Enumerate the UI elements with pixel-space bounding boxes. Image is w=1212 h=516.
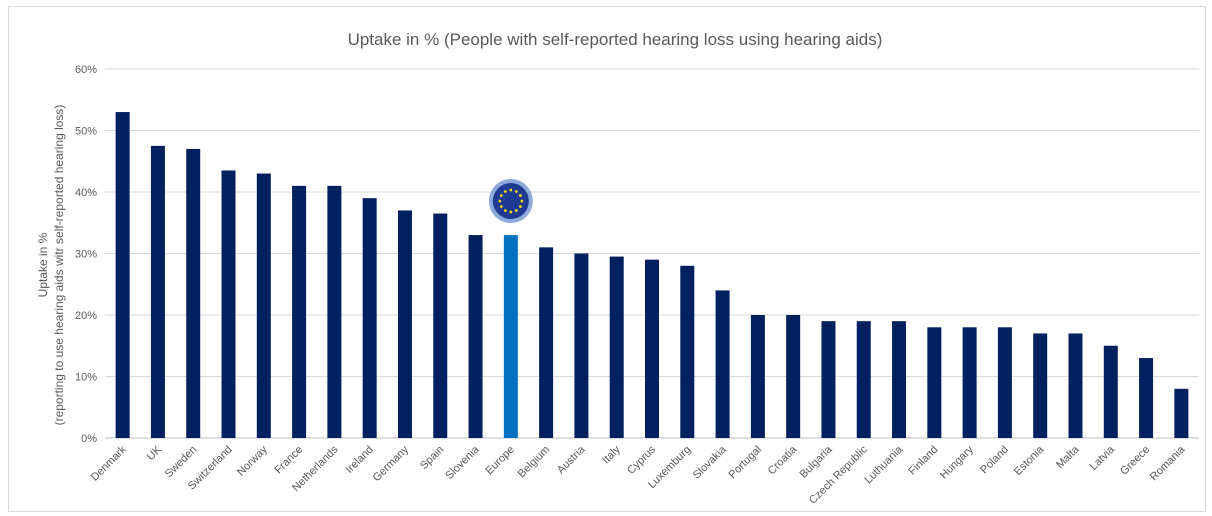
bar-luthuania: [892, 321, 907, 438]
bar-cyprus: [645, 259, 659, 438]
bar-estonia: [1033, 333, 1048, 438]
y-tick-label: 40%: [75, 187, 97, 199]
bar-slovakia: [715, 290, 730, 438]
y-tick-label: 60%: [75, 64, 97, 76]
x-tick-label: Germany: [371, 443, 412, 484]
bars: [115, 112, 1189, 439]
bar-czech-republic: [856, 321, 871, 438]
bar-bulgaria: [821, 321, 836, 438]
bar-luxemburg: [680, 265, 695, 438]
bar-finland: [927, 327, 942, 438]
bar-denmark: [115, 112, 130, 439]
x-tick-label: Belgium: [516, 444, 553, 481]
y-tick-label: 0%: [81, 433, 97, 445]
eu-flag-star: [518, 194, 522, 197]
bar-france: [292, 185, 307, 438]
bar-romania: [1174, 388, 1189, 438]
y-axis-label-line2: (reporting to use hearing aids witr self…: [52, 105, 66, 426]
x-tick-label: Denmark: [89, 443, 129, 483]
x-tick-label: Luthuania: [862, 443, 905, 486]
bar-poland: [997, 327, 1012, 438]
eu-flag-star: [518, 205, 522, 208]
x-tick-label: Slovakia: [691, 443, 730, 482]
eu-flag-star: [503, 190, 507, 193]
x-tick-label: Poland: [978, 444, 1011, 477]
x-tick-label: Italy: [600, 443, 623, 466]
x-tick-label: Cyprus: [625, 443, 658, 476]
x-tick-label: Ireland: [344, 444, 376, 476]
bar-chart: Uptake in % (People with self-reported h…: [36, 30, 1199, 507]
bar-portugal: [750, 315, 765, 438]
eu-flag-star: [503, 209, 507, 212]
eu-flag-star: [499, 194, 503, 197]
y-tick-labels: 0% 10% 20% 30% 40% 50% 60%: [75, 64, 97, 445]
x-tick-label: Greece: [1118, 444, 1152, 478]
eu-flag-star: [514, 209, 518, 212]
bar-malta: [1068, 333, 1083, 438]
x-tick-label: Latvia: [1088, 443, 1118, 473]
bar-switzerland: [221, 170, 236, 438]
x-tick-label: Finland: [906, 444, 940, 478]
y-tick-label: 20%: [75, 310, 97, 322]
bar-italy: [609, 256, 624, 438]
eu-flag-star: [520, 199, 524, 203]
y-tick-label: 10%: [75, 372, 97, 384]
x-tick-label: Portugal: [727, 444, 764, 481]
x-tick-label: Spain: [418, 444, 446, 472]
bar-netherlands: [327, 185, 342, 438]
bar-germany: [397, 210, 412, 438]
bar-uk: [150, 145, 165, 438]
chart-frame: Uptake in % (People with self-reported h…: [8, 6, 1206, 512]
bar-croatia: [786, 315, 801, 438]
bar-austria: [574, 253, 589, 438]
eu-flag-star: [499, 205, 503, 208]
y-tick-label: 50%: [75, 126, 97, 138]
x-tick-label: Romania: [1148, 443, 1188, 483]
bar-spain: [433, 213, 448, 438]
bar-ireland: [362, 198, 377, 438]
bar-norway: [256, 173, 271, 439]
bar-slovenia: [468, 235, 483, 438]
eu-flag-star: [509, 210, 513, 214]
x-tick-label: Europe: [483, 444, 517, 478]
eu-flag-star: [509, 188, 513, 192]
y-axis-label-line1: Uptake in %: [36, 232, 50, 297]
x-tick-label: Croatia: [766, 443, 800, 477]
bar-sweden: [186, 148, 201, 438]
y-axis-label: Uptake in % (reporting to use hearing ai…: [36, 105, 66, 426]
bar-hungary: [962, 327, 977, 438]
eu-flag-star: [498, 199, 502, 203]
x-tick-label: Hungary: [938, 443, 976, 481]
x-tick-label: Norway: [235, 443, 270, 478]
eu-flag-icon: [488, 179, 533, 224]
eu-flag-star: [514, 190, 518, 193]
eu-flag-icon-disc: [492, 183, 529, 220]
x-tick-label: Estonia: [1012, 443, 1047, 478]
bar-greece: [1139, 358, 1154, 438]
x-tick-label: Slovenia: [443, 443, 482, 482]
x-tick-label: Malta: [1054, 443, 1082, 471]
y-tick-label: 30%: [75, 249, 97, 261]
x-tick-label: UK: [145, 443, 165, 463]
bar-europe: [503, 235, 518, 438]
chart-title: Uptake in % (People with self-reported h…: [348, 30, 883, 49]
x-tick-label: Austria: [555, 443, 588, 476]
bar-belgium: [539, 247, 554, 438]
bar-latvia: [1103, 345, 1118, 438]
x-tick-label: France: [273, 444, 306, 477]
